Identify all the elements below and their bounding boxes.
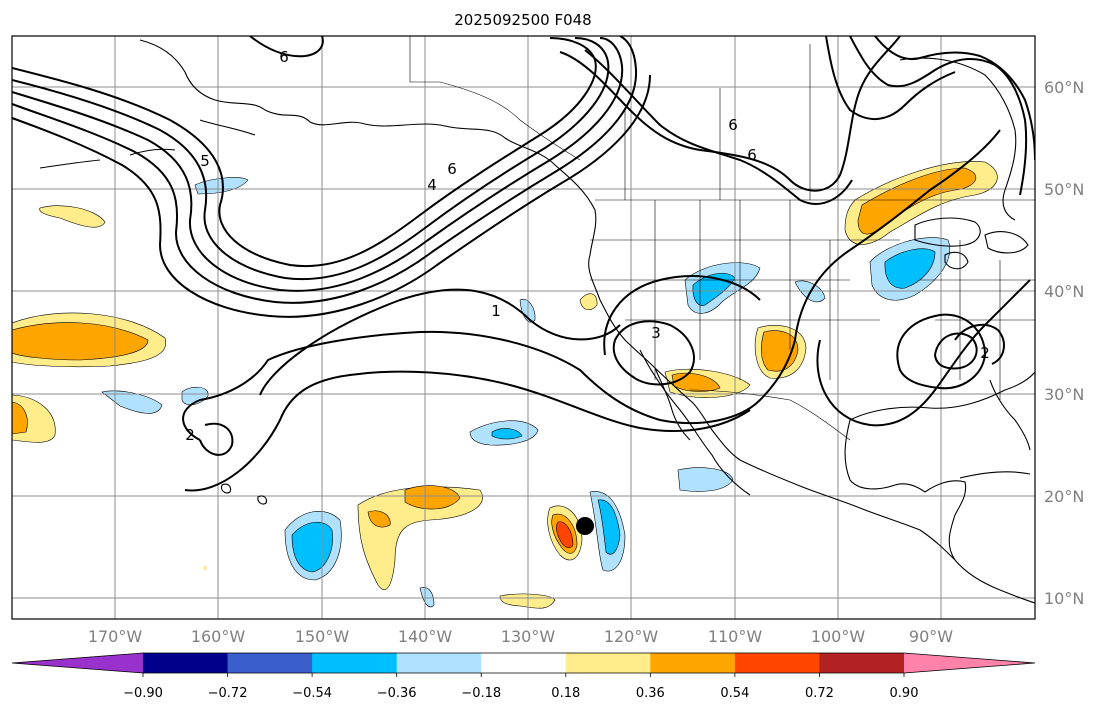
lon-label-150w: 150°W (295, 627, 350, 646)
positive-anomaly-region (761, 330, 799, 372)
positive-anomaly-region (203, 566, 207, 570)
contour-label: 2 (980, 344, 990, 362)
colorbar-segment (143, 653, 229, 673)
colorbar-segment (734, 653, 820, 673)
contour-labels: 6 6 4 6 1 3 6 5 2 2 (185, 48, 990, 444)
positive-anomaly-region (12, 401, 28, 435)
colorbar-segment (227, 653, 313, 673)
lon-label-170w: 170°W (88, 627, 143, 646)
colorbar-tick-label: −0.90 (123, 686, 163, 701)
contour-label: 3 (651, 324, 661, 342)
negative-anomaly-region (491, 428, 523, 440)
colorbar: −0.90 −0.72 −0.54 −0.36 −0.18 0.18 0.36 0.54 0.7… (11, 652, 1036, 701)
latitude-labels: 10°N 20°N 30°N 40°N 50°N 60°N (1044, 78, 1084, 608)
lat-label-20n: 20°N (1044, 487, 1084, 506)
lat-label-40n: 40°N (1044, 282, 1084, 301)
negative-anomaly-region (194, 177, 249, 195)
colorbar-ticks (142, 673, 905, 677)
lat-label-10n: 10°N (1044, 589, 1084, 608)
colorbar-tick-label: 0.90 (890, 686, 919, 701)
contour-label: 6 (747, 146, 757, 164)
colorbar-tick-label: −0.18 (461, 686, 501, 701)
longitude-labels: 170°W 160°W 150°W 140°W 130°W 120°W 110°… (88, 627, 953, 646)
contour-label: 6 (728, 116, 738, 134)
colorbar-tick-label: −0.36 (377, 686, 417, 701)
lon-label-130w: 130°W (501, 627, 556, 646)
positive-anomaly-region (12, 322, 149, 361)
lat-label-50n: 50°N (1044, 180, 1084, 199)
contour-label: 6 (447, 160, 457, 178)
negative-anomaly-region (597, 499, 621, 555)
colorbar-extend-low (12, 653, 143, 673)
map-area: 6 6 4 6 1 3 6 5 2 2 (12, 36, 1035, 619)
colorbar-tick-label: 0.54 (720, 686, 749, 701)
lon-label-100w: 100°W (811, 627, 866, 646)
negative-anomaly-region (677, 467, 734, 492)
negative-anomaly-region (101, 390, 163, 414)
lon-label-120w: 120°W (604, 627, 659, 646)
contour-label: 4 (427, 176, 437, 194)
colorbar-tick-label: −0.72 (208, 686, 248, 701)
colorbar-segment (312, 653, 398, 673)
positive-anomaly-region (555, 521, 574, 549)
contour-label: 1 (491, 302, 501, 320)
colorbar-segment (481, 653, 567, 673)
shaded-anomaly-fields (12, 161, 998, 609)
contour-label: 6 (279, 48, 289, 66)
colorbar-tick-label: 0.36 (636, 686, 665, 701)
colorbar-labels: −0.90 −0.72 −0.54 −0.36 −0.18 0.18 0.36 0.54 0.7… (123, 686, 918, 701)
map-title: 2025092500 F048 (454, 11, 591, 29)
contour-lines (12, 36, 1035, 492)
lon-label-90w: 90°W (909, 627, 953, 646)
colorbar-segment (819, 653, 905, 673)
lat-label-30n: 30°N (1044, 385, 1084, 404)
positive-anomaly-region (39, 205, 106, 228)
colorbar-tick-label: 0.72 (805, 686, 834, 701)
colorbar-segment (565, 653, 651, 673)
grid-lines (12, 36, 1035, 619)
positive-anomaly-region (404, 485, 461, 510)
contour-label: 5 (200, 152, 210, 170)
storm-center-dot (576, 517, 594, 535)
colorbar-segment (396, 653, 482, 673)
colorbar-segments (11, 652, 1036, 674)
lat-label-60n: 60°N (1044, 78, 1084, 97)
colorbar-tick-label: 0.18 (551, 686, 580, 701)
colorbar-tick-label: −0.54 (292, 686, 332, 701)
positive-anomaly-region (579, 293, 598, 310)
positive-anomaly-region (367, 510, 391, 528)
map-frame (11, 35, 1036, 620)
lon-label-160w: 160°W (191, 627, 246, 646)
negative-anomaly-region (884, 248, 936, 289)
lon-label-110w: 110°W (708, 627, 763, 646)
contour-label: 2 (185, 426, 195, 444)
colorbar-segment (650, 653, 736, 673)
colorbar-extend-high (904, 653, 1035, 673)
negative-anomaly-region (419, 587, 435, 608)
lon-label-140w: 140°W (398, 627, 453, 646)
